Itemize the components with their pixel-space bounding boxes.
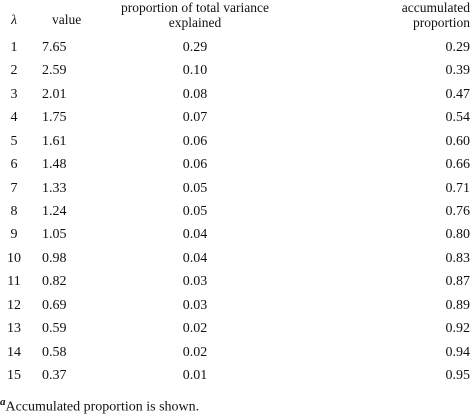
table-cell: 3 bbox=[10, 86, 18, 102]
table-cell: 12 bbox=[7, 297, 21, 313]
table-cell: 1.48 bbox=[42, 157, 67, 173]
header-cell: proportion of total variance explained bbox=[120, 0, 270, 30]
table-cell: 0.87 bbox=[445, 274, 471, 290]
table-cell: 0.59 bbox=[42, 321, 67, 337]
table-cell: 0.92 bbox=[445, 321, 471, 337]
table-cell: 0.95 bbox=[445, 368, 471, 384]
table-cell: 11 bbox=[7, 274, 21, 290]
table-cell: 0.02 bbox=[182, 344, 208, 360]
table-cell: 2.01 bbox=[42, 86, 67, 102]
table-cell: 2 bbox=[10, 63, 18, 79]
table-cell: 0.10 bbox=[182, 63, 208, 79]
table-cell: 1.61 bbox=[42, 133, 67, 149]
table-cell: 0.07 bbox=[182, 110, 208, 126]
table-cell: 13 bbox=[7, 321, 21, 337]
footnote: aAccumulated proportion is shown. bbox=[0, 395, 199, 415]
table-cell: 0.58 bbox=[42, 344, 67, 360]
table-cell: 1 bbox=[10, 40, 18, 55]
table-cell: 0.05 bbox=[182, 180, 208, 196]
table-cell: 9 bbox=[10, 227, 18, 243]
table-cell: 1.05 bbox=[42, 227, 67, 243]
table-cell: 1.24 bbox=[42, 204, 67, 219]
table-cell: 2.59 bbox=[42, 63, 67, 79]
table-cell: 0.06 bbox=[182, 157, 208, 173]
table-cell: 0.05 bbox=[182, 204, 208, 219]
table-cell: 1.33 bbox=[42, 180, 67, 196]
table-cell: 14 bbox=[7, 344, 21, 360]
table-cell: 10 bbox=[7, 250, 21, 266]
table-cell: 15 bbox=[7, 368, 21, 384]
table-cell: 0.94 bbox=[445, 344, 471, 360]
footnote-marker: a bbox=[0, 396, 6, 408]
table-cell: 0.66 bbox=[445, 157, 471, 173]
header-cell: λ bbox=[11, 12, 17, 27]
table-cell: 0.03 bbox=[182, 297, 208, 313]
header-cell: value bbox=[52, 12, 82, 27]
table-cell: 0.69 bbox=[42, 297, 67, 313]
table-cell: 0.54 bbox=[445, 110, 471, 126]
table-cell: 0.80 bbox=[445, 227, 471, 243]
table-cell: 0.01 bbox=[182, 368, 208, 384]
table-cell: 0.29 bbox=[445, 40, 471, 55]
footnote-text: Accumulated proportion is shown. bbox=[5, 399, 200, 415]
table-cell: 0.02 bbox=[182, 321, 208, 337]
table-cell: 6 bbox=[10, 157, 18, 173]
table-cell: 0.03 bbox=[182, 274, 208, 290]
table-cell: 0.76 bbox=[445, 204, 471, 219]
table-cell: 0.60 bbox=[445, 133, 471, 149]
table-cell: 8 bbox=[10, 204, 18, 219]
table-cell: 0.04 bbox=[182, 227, 208, 243]
table-cell: 0.08 bbox=[182, 86, 208, 102]
table-cell: 0.39 bbox=[445, 63, 471, 79]
table-cell: 0.37 bbox=[42, 368, 67, 384]
table-cell: 7 bbox=[10, 180, 18, 196]
table-cell: 0.71 bbox=[445, 180, 471, 196]
table-cell: 0.89 bbox=[445, 297, 471, 313]
table-cell: 5 bbox=[10, 133, 18, 149]
header-cell: accumulated proportion bbox=[401, 0, 470, 30]
table-cell: 7.65 bbox=[42, 40, 67, 55]
table-cell: 0.47 bbox=[445, 86, 471, 102]
table-cell: 4 bbox=[10, 110, 18, 126]
table-cell: 0.06 bbox=[182, 133, 208, 149]
table-cell: 0.83 bbox=[445, 250, 471, 266]
table-cell: 0.82 bbox=[42, 274, 67, 290]
table-cell: 0.29 bbox=[182, 40, 208, 55]
table-cell: 1.75 bbox=[42, 110, 67, 126]
table-cell: 0.98 bbox=[42, 250, 67, 266]
table-cell: 0.04 bbox=[182, 250, 208, 266]
